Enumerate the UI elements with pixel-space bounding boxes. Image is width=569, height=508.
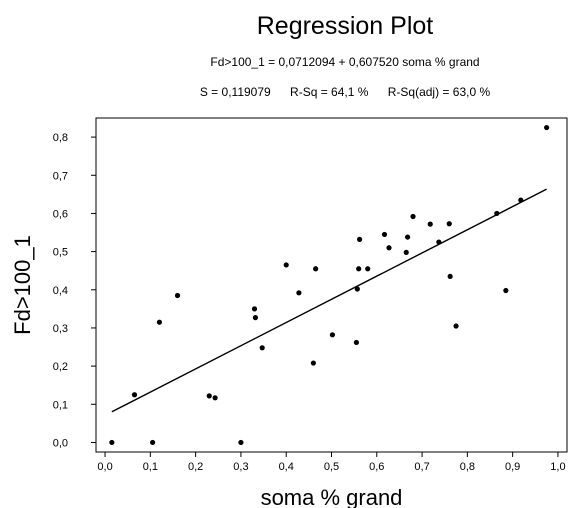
chart-title: Regression Plot xyxy=(256,12,434,40)
regression-equation: Fd>100_1 = 0,0712094 + 0,607520 soma % g… xyxy=(210,55,480,69)
data-point xyxy=(503,287,509,294)
data-point xyxy=(310,360,316,366)
y-tick-label: 0,8 xyxy=(53,132,68,144)
data-point xyxy=(453,323,459,329)
data-point xyxy=(494,210,500,217)
axes: 0,0 0,1 0,2 0,3 0,4 0,5 0,6 0,7 0,8 0,9 1,0 0,0 0,1 0… xyxy=(53,117,568,473)
data-point xyxy=(156,319,163,325)
x-tick-label: 1,0 xyxy=(550,461,565,473)
data-point xyxy=(296,290,302,296)
data-point xyxy=(252,315,259,321)
data-point xyxy=(427,221,433,227)
data-point xyxy=(109,439,115,446)
x-tick-label: 0,5 xyxy=(324,461,339,473)
data-point xyxy=(353,339,360,346)
x-tick-label: 0,7 xyxy=(414,461,429,473)
data-point xyxy=(131,392,138,398)
data-point xyxy=(447,273,453,280)
y-tick-label: 0,6 xyxy=(53,208,68,220)
y-axis-label: Fd>100_1 xyxy=(10,235,35,335)
data-marks xyxy=(109,124,550,446)
data-point xyxy=(518,197,524,203)
data-point xyxy=(381,231,388,238)
x-tick-label: 0,6 xyxy=(369,461,384,473)
x-tick-label: 0,9 xyxy=(505,461,520,473)
data-point xyxy=(283,262,289,268)
data-point xyxy=(410,213,416,220)
data-point xyxy=(251,306,258,312)
data-point xyxy=(386,245,392,251)
x-tick-label: 0,2 xyxy=(188,461,203,473)
x-tick-label: 0,8 xyxy=(460,461,475,473)
regression-stats: S = 0,119079 R-Sq = 64,1 % R-Sq(adj) = 6… xyxy=(130,85,560,99)
data-point xyxy=(436,239,442,245)
x-tick-label: 0,4 xyxy=(279,461,294,473)
data-point xyxy=(206,393,212,399)
x-tick-label: 0,3 xyxy=(233,461,248,473)
y-tick-label: 0,2 xyxy=(53,361,68,373)
y-tick-label: 0,7 xyxy=(53,170,68,182)
data-point xyxy=(212,395,218,401)
y-tick-label: 0,0 xyxy=(53,437,68,449)
regression-line xyxy=(111,188,547,413)
data-point xyxy=(365,266,371,272)
data-point xyxy=(150,439,156,446)
y-tick-label: 0,3 xyxy=(53,323,68,335)
stat-r-sq-adj: R-Sq(adj) = 63,0 % xyxy=(387,85,491,99)
data-point xyxy=(329,332,336,338)
y-tick-label: 0,1 xyxy=(53,399,68,411)
data-point xyxy=(404,234,411,240)
data-point xyxy=(403,249,409,255)
data-point xyxy=(259,345,265,351)
data-point xyxy=(238,439,244,446)
data-point xyxy=(356,236,363,242)
data-point xyxy=(174,292,181,299)
data-point xyxy=(544,124,550,131)
x-axis-label: soma % grand xyxy=(261,485,403,508)
x-tick-label: 0,0 xyxy=(97,461,112,473)
y-tick-label: 0,4 xyxy=(53,285,68,297)
stat-r-sq: R-Sq = 64,1 % xyxy=(290,85,369,99)
data-point xyxy=(354,286,360,292)
x-tick-label: 0,1 xyxy=(143,461,158,473)
plot-frame xyxy=(95,117,568,453)
data-point xyxy=(356,266,362,272)
data-point xyxy=(313,266,319,272)
data-point xyxy=(446,221,452,227)
y-tick-label: 0,5 xyxy=(53,247,68,259)
stat-s: S = 0,119079 xyxy=(199,85,271,99)
